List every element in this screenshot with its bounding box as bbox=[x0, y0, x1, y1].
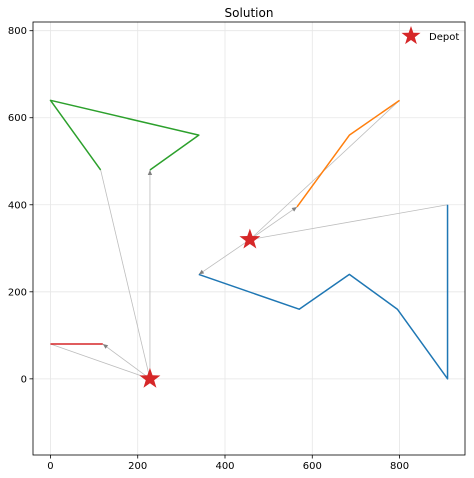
x-tick-label: 800 bbox=[390, 461, 409, 472]
y-tick-label: 600 bbox=[8, 113, 27, 124]
route-line bbox=[296, 99, 400, 208]
legend-depot-star bbox=[401, 26, 421, 45]
depot-star bbox=[139, 367, 161, 388]
depots bbox=[139, 228, 261, 388]
connector-line bbox=[102, 343, 151, 380]
y-tick-label: 0 bbox=[21, 374, 27, 385]
grid bbox=[33, 22, 465, 455]
ticks: 0 200 400 600 800 0 200 400 600 800 bbox=[8, 26, 409, 472]
y-tick-label: 200 bbox=[8, 287, 27, 298]
connector-line bbox=[50, 343, 151, 380]
x-tick-label: 0 bbox=[47, 461, 53, 472]
depot-star bbox=[239, 228, 261, 249]
x-tick-label: 200 bbox=[128, 461, 147, 472]
y-tick-label: 400 bbox=[8, 200, 27, 211]
legend: Depot bbox=[401, 26, 459, 45]
y-tick-label: 800 bbox=[8, 26, 27, 37]
connector-arrowhead bbox=[198, 269, 205, 275]
routes bbox=[49, 99, 449, 380]
connector-arrowhead bbox=[147, 169, 153, 175]
connector-arrowhead bbox=[291, 206, 297, 212]
connector-line bbox=[249, 204, 448, 240]
connector-arrowhead bbox=[102, 344, 109, 349]
axes-frame bbox=[32, 21, 466, 456]
connector-line bbox=[198, 239, 251, 275]
route-line bbox=[49, 99, 200, 171]
x-tick-label: 400 bbox=[215, 461, 234, 472]
connectors bbox=[50, 100, 448, 380]
connector-line bbox=[100, 169, 151, 379]
x-tick-label: 600 bbox=[303, 461, 322, 472]
connector-line bbox=[249, 206, 298, 240]
legend-depot-label: Depot bbox=[429, 32, 459, 43]
chart-title: Solution bbox=[225, 6, 274, 20]
route-line bbox=[198, 204, 449, 380]
